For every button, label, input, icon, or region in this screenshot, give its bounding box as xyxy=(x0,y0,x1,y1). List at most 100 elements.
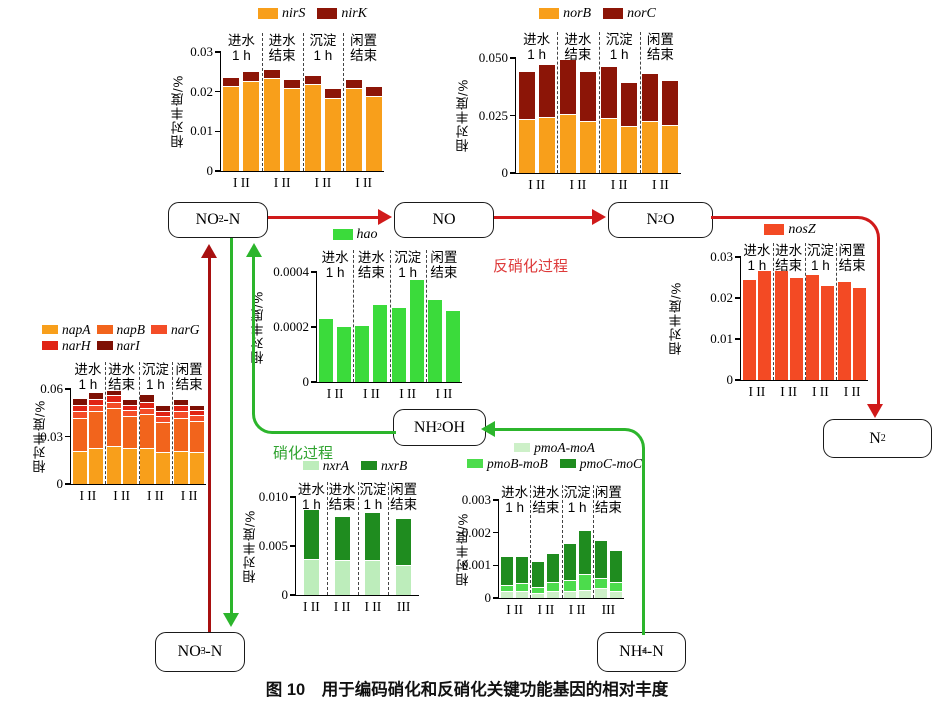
nitrification-label: 硝化过程 xyxy=(273,445,334,462)
pmo-legend: pmoA-moA pmoB-moB pmoC-moC xyxy=(462,440,647,471)
group-header: 沉淀 1 h xyxy=(593,32,646,62)
x-axis-label: I II xyxy=(811,384,829,399)
legend-row: pmoA-moA xyxy=(462,440,647,455)
node-text: -N xyxy=(205,643,223,660)
nosz-y-axis-label: 相对丰度/% xyxy=(668,281,684,356)
group-header: 进水 1 h xyxy=(493,485,536,515)
group-header-line: 沉淀 xyxy=(309,33,337,48)
y-tick-mark xyxy=(493,597,499,599)
y-tick-label: 0 xyxy=(206,163,214,178)
arrow-nh2oh-to-no2-path xyxy=(252,257,396,434)
bar xyxy=(319,318,334,382)
y-tick-mark xyxy=(311,381,317,383)
node-text: NO xyxy=(177,643,201,660)
bar xyxy=(334,516,350,595)
node-text: N xyxy=(869,429,881,447)
nxr-legend: nxrA nxrB xyxy=(290,458,420,473)
y-tick-label: 0.050 xyxy=(478,50,508,65)
legend-item: nirS xyxy=(257,6,305,22)
arrow-no2-to-no-line xyxy=(268,216,378,219)
bar-segment xyxy=(547,591,560,598)
y-tick-mark xyxy=(215,91,221,93)
legend-label: nirK xyxy=(341,5,368,21)
group-header-line: 1 h xyxy=(325,265,345,280)
group-separator xyxy=(326,482,328,595)
bar xyxy=(88,393,103,484)
bar-segment xyxy=(140,408,155,415)
bar-segment xyxy=(621,83,638,126)
x-axis-label: I II xyxy=(302,599,320,614)
bar xyxy=(806,275,820,380)
group-header-line: 结束 xyxy=(268,48,296,63)
bar-segment xyxy=(355,325,370,382)
bar-segment xyxy=(156,411,171,416)
bar xyxy=(662,81,679,173)
group-separator xyxy=(836,243,838,380)
group-header: 沉淀 1 h xyxy=(384,250,432,280)
group-header-line: 结束 xyxy=(532,500,560,515)
bar-segment xyxy=(304,75,321,84)
bar xyxy=(72,398,87,484)
bar-segment xyxy=(223,85,240,171)
legend-row: hao xyxy=(295,227,415,242)
group-header-line: 闲置 xyxy=(838,243,866,258)
arrow-no-to-n2o-line xyxy=(494,216,592,219)
bar-segment xyxy=(88,393,103,399)
group-header: 进水 结束 xyxy=(551,32,604,62)
legend-item: hao xyxy=(332,226,378,243)
x-axis-label: I II xyxy=(780,384,798,399)
bar xyxy=(140,395,155,484)
x-axis-label: I II xyxy=(843,384,861,399)
bar-segment xyxy=(518,118,535,173)
group-separator xyxy=(104,362,106,484)
bar-segment xyxy=(88,404,103,412)
x-axis-label: I II xyxy=(273,175,291,190)
arrow-no2-to-no3-head-icon xyxy=(223,613,239,627)
bar-segment xyxy=(303,558,319,595)
group-header-line: 闲置 xyxy=(175,362,203,377)
bar-segment xyxy=(409,280,424,382)
legend-label: nosZ xyxy=(788,221,816,237)
bar-segment xyxy=(174,417,189,451)
arrow-nh4-to-nh2oh-path xyxy=(490,428,645,635)
bar-segment xyxy=(501,591,514,598)
y-tick-label: 0.010 xyxy=(258,489,288,504)
y-tick-mark xyxy=(311,271,317,273)
group-header-line: 进水 xyxy=(328,482,356,497)
bar-segment xyxy=(601,67,618,119)
group-separator xyxy=(388,482,390,595)
group-header-line: 进水 xyxy=(532,485,560,500)
y-tick-mark xyxy=(65,388,71,390)
y-tick-mark xyxy=(290,496,296,498)
bar-segment xyxy=(774,270,788,380)
legend-swatch-icon xyxy=(514,443,531,452)
group-header-line: 进水 xyxy=(74,362,102,377)
arrow-nh4-to-nh2oh-head-icon xyxy=(481,421,495,437)
y-tick-label: 0 xyxy=(302,374,310,389)
group-separator xyxy=(530,485,532,598)
group-header-line: 1 h xyxy=(145,377,165,392)
y-tick-label: 0.01 xyxy=(190,123,213,139)
group-header: 进水 1 h xyxy=(290,482,333,512)
y-tick-label: 0 xyxy=(726,372,734,387)
y-tick-mark xyxy=(65,483,71,485)
y-tick-label: 0 xyxy=(281,587,289,602)
legend-swatch-icon xyxy=(317,8,338,19)
bar xyxy=(601,67,618,173)
legend-row: nirS nirK xyxy=(230,6,395,21)
group-header-line: 沉淀 xyxy=(141,362,169,377)
pmo-y-axis-label: 相对丰度/% xyxy=(455,512,471,586)
y-tick-mark xyxy=(735,379,741,381)
legend-label: hao xyxy=(356,226,378,242)
bar-segment xyxy=(264,77,281,171)
y-tick-label: 0.025 xyxy=(478,107,508,123)
group-header-line: 结束 xyxy=(775,258,803,273)
node-text: -N xyxy=(646,643,664,660)
bar-segment xyxy=(563,591,576,598)
bar xyxy=(243,71,260,171)
bar-segment xyxy=(757,271,771,380)
